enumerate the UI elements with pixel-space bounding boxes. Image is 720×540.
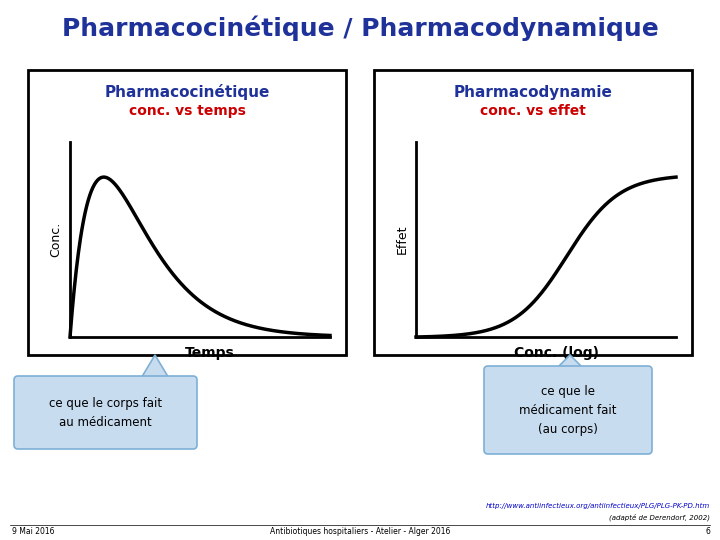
- Polygon shape: [140, 355, 170, 380]
- Polygon shape: [555, 355, 585, 370]
- Text: (adapté de Derendorf, 2002): (adapté de Derendorf, 2002): [609, 513, 710, 521]
- FancyBboxPatch shape: [484, 366, 652, 454]
- Text: http://www.antiinfectieux.org/antiinfectieux/PLG/PLG-PK-PD.htm: http://www.antiinfectieux.org/antiinfect…: [486, 503, 710, 509]
- Text: Pharmacocinétique: Pharmacocinétique: [104, 84, 270, 100]
- Text: Conc.: Conc.: [50, 222, 63, 257]
- Text: Temps: Temps: [185, 346, 235, 360]
- Bar: [374, 70, 692, 355]
- Text: Pharmacocinétique / Pharmacodynamique: Pharmacocinétique / Pharmacodynamique: [62, 15, 658, 40]
- FancyBboxPatch shape: [14, 376, 197, 449]
- Bar: [28, 70, 346, 355]
- Text: conc. vs temps: conc. vs temps: [129, 104, 246, 118]
- Text: 6: 6: [705, 528, 710, 537]
- Text: Antibiotiques hospitaliers - Atelier - Alger 2016: Antibiotiques hospitaliers - Atelier - A…: [270, 528, 450, 537]
- Text: ce que le
médicament fait
(au corps): ce que le médicament fait (au corps): [519, 384, 617, 435]
- Text: Conc. (log): Conc. (log): [513, 346, 598, 360]
- Text: conc. vs effet: conc. vs effet: [480, 104, 586, 118]
- Text: Effet: Effet: [395, 225, 408, 254]
- Text: ce que le corps fait
au médicament: ce que le corps fait au médicament: [49, 396, 162, 429]
- Text: Pharmacodynamie: Pharmacodynamie: [454, 84, 613, 99]
- Text: 9 Mai 2016: 9 Mai 2016: [12, 528, 55, 537]
